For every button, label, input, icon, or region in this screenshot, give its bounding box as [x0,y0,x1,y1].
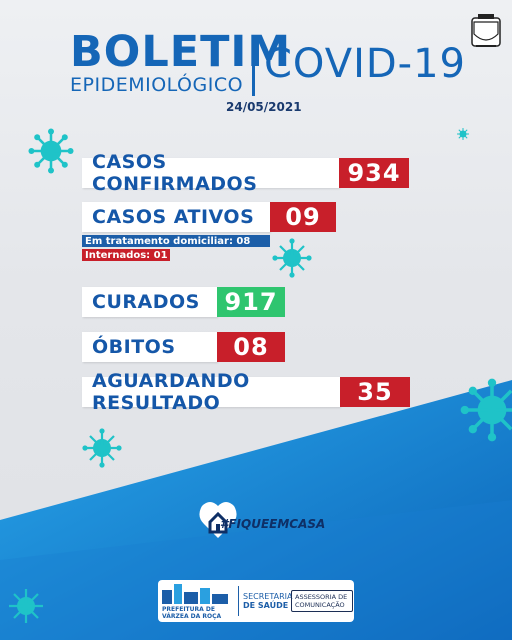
secretaria-line1: SECRETARIA [243,592,293,601]
heart-house-icon [199,502,237,538]
stat-label: ÓBITOS [82,332,217,362]
stat-row-aguardando: AGUARDANDO RESULTADO 35 [82,370,410,414]
secretaria-label: SECRETARIA DE SAÚDE [243,592,293,610]
footer-logos: PREFEITURA DE VÁRZEA DA ROÇA SECRETARIA … [158,580,354,622]
home-treatment-note: Em tratamento domiciliar: 08 [82,235,270,247]
stat-label: CASOS ATIVOS [82,202,270,232]
prefeitura-logo: PREFEITURA DE VÁRZEA DA ROÇA [158,580,234,622]
prefeitura-line2: VÁRZEA DA ROÇA [162,613,222,620]
stat-label: CURADOS [82,287,217,317]
hospitalized-note: Internados: 01 [82,249,170,261]
stat-value: 934 [339,158,409,188]
virus-icon [9,589,43,623]
footer-divider [238,586,239,616]
stat-label: CASOS CONFIRMADOS [82,151,339,195]
stat-value: 35 [340,377,410,407]
campaign-hashtag: #FIQUEEMCASA [220,517,326,531]
prefeitura-line1: PREFEITURA DE [162,606,215,613]
virus-icon [28,128,74,174]
city-skyline-icon [162,584,228,604]
secretaria-line2: DE SAÚDE [243,601,289,610]
stat-value: 08 [217,332,285,362]
stat-value: 09 [270,202,336,232]
virus-icon [272,238,312,278]
bulletin-subtitle: EPIDEMIOLÓGICO [70,74,244,96]
assessoria-line2: COMUNICAÇÃO [295,601,345,609]
bulletin-title: BOLETIM [70,27,292,77]
bulletin-topic: COVID-19 [264,41,467,87]
crest-icon [471,14,501,47]
bulletin-date: 24/05/2021 [226,100,302,114]
stat-label: AGUARDANDO RESULTADO [82,370,340,414]
assessoria-line1: ASSESSORIA DE [295,593,348,601]
stat-row-ativos: CASOS ATIVOS 09 [82,202,336,232]
stat-row-curados: CURADOS 917 [82,287,285,317]
virus-icon [460,378,512,442]
virus-icon [82,428,122,468]
title-divider [252,38,255,96]
stat-value: 917 [217,287,285,317]
virus-icon [457,128,469,140]
assessoria-label: ASSESSORIA DE COMUNICAÇÃO [291,590,353,612]
stat-row-confirmados: CASOS CONFIRMADOS 934 [82,151,409,195]
stat-row-obitos: ÓBITOS 08 [82,332,285,362]
